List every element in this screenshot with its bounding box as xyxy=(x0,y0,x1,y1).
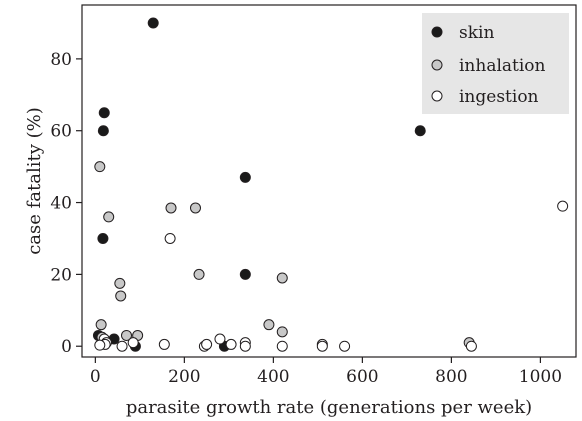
data-point-inhalation xyxy=(115,290,127,302)
legend-marker-inhalation xyxy=(431,59,443,71)
data-point-skin xyxy=(239,171,251,183)
data-point-skin xyxy=(147,17,159,29)
data-point-ingestion xyxy=(214,333,226,345)
data-point-skin xyxy=(239,268,251,280)
data-point-ingestion xyxy=(276,340,288,352)
data-point-inhalation xyxy=(189,202,201,214)
data-point-inhalation xyxy=(193,268,205,280)
data-point-skin xyxy=(414,125,426,137)
data-point-ingestion xyxy=(239,340,251,352)
legend-box xyxy=(422,13,569,114)
y-tick-label: 0 xyxy=(61,337,72,357)
data-point-ingestion xyxy=(557,200,569,212)
data-point-inhalation xyxy=(165,202,177,214)
data-point-ingestion xyxy=(127,337,139,349)
data-point-ingestion xyxy=(116,340,128,352)
data-point-ingestion xyxy=(164,232,176,244)
legend-label-skin: skin xyxy=(459,23,494,43)
data-point-inhalation xyxy=(114,277,126,289)
data-points xyxy=(92,17,569,352)
data-point-ingestion xyxy=(465,340,477,352)
data-point-ingestion xyxy=(316,340,328,352)
data-point-inhalation xyxy=(276,272,288,284)
x-tick-label: 1000 xyxy=(519,367,562,387)
x-tick-label: 200 xyxy=(168,367,200,387)
y-tick-label: 40 xyxy=(50,194,72,214)
x-tick-label: 800 xyxy=(435,367,467,387)
y-axis-label: case fatality (%) xyxy=(24,107,45,255)
data-point-skin xyxy=(97,125,109,137)
data-point-skin xyxy=(98,107,110,119)
legend-label-inhalation: inhalation xyxy=(459,56,546,76)
legend-marker-ingestion xyxy=(431,90,443,102)
data-point-inhalation xyxy=(263,319,275,331)
y-tick-label: 20 xyxy=(50,265,72,285)
data-point-inhalation xyxy=(121,329,133,341)
legend-marker-skin xyxy=(431,26,443,38)
data-point-skin xyxy=(97,232,109,244)
data-point-inhalation xyxy=(276,326,288,338)
axis-ticks: 0 200 400 600 800 1000 0 20 40 60 80 xyxy=(50,50,562,387)
x-tick-label: 400 xyxy=(257,367,289,387)
data-point-ingestion xyxy=(201,338,213,350)
x-tick-label: 600 xyxy=(346,367,378,387)
data-point-ingestion xyxy=(339,340,351,352)
data-point-ingestion xyxy=(94,339,106,351)
x-axis-label: parasite growth rate (generations per we… xyxy=(126,397,532,418)
data-point-inhalation xyxy=(103,211,115,223)
legend: skin inhalation ingestion xyxy=(422,13,569,114)
data-point-ingestion xyxy=(225,338,237,350)
x-tick-label: 0 xyxy=(90,367,101,387)
data-point-inhalation xyxy=(94,161,106,173)
legend-label-ingestion: ingestion xyxy=(459,87,539,107)
data-point-ingestion xyxy=(158,338,170,350)
y-tick-label: 60 xyxy=(50,122,72,142)
y-tick-label: 80 xyxy=(50,50,72,70)
data-point-inhalation xyxy=(95,319,107,331)
